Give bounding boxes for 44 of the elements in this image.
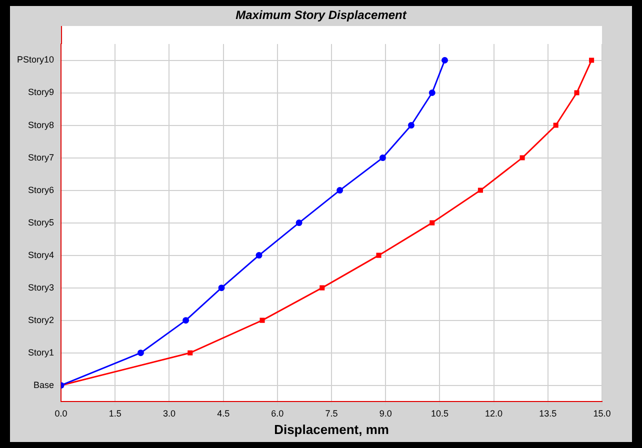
point	[320, 285, 325, 290]
point	[188, 350, 193, 356]
point	[218, 284, 225, 292]
y-tick-label: Story5	[28, 217, 54, 228]
point	[256, 252, 262, 259]
x-tick-label: 6.0	[271, 408, 284, 418]
x-tick-label: 13.5	[539, 408, 557, 418]
y-tick-label: Base	[34, 380, 54, 390]
x-tick-label: 3.0	[162, 408, 176, 418]
y-tick-label: Story1	[28, 347, 54, 358]
y-tick-label: Story8	[28, 120, 54, 130]
x-tick-label: 7.5	[325, 408, 338, 418]
x-tick-label: 15.0	[593, 408, 611, 418]
point	[589, 58, 594, 63]
point	[260, 318, 265, 323]
point	[296, 220, 302, 226]
point	[379, 154, 386, 162]
point	[553, 122, 558, 128]
point	[574, 90, 580, 96]
y-tick-label: Story7	[28, 152, 54, 162]
point	[428, 90, 436, 96]
y-tick-label: Story6	[28, 184, 54, 195]
point	[137, 350, 144, 356]
y-tick-label: Story2	[28, 314, 54, 325]
x-tick-label: 0.0	[54, 408, 68, 418]
point	[442, 57, 448, 64]
x-tick-label: 9.0	[379, 408, 392, 418]
x-tick-label: 10.5	[430, 408, 448, 418]
y-tick-label: PStory10	[16, 54, 54, 65]
y-tick-label: Story3	[28, 282, 54, 292]
point	[478, 188, 483, 193]
point	[182, 317, 190, 324]
y-tick-label: Story9	[28, 87, 54, 98]
point	[520, 155, 525, 160]
point	[408, 122, 414, 129]
y-tick-label: Story4	[28, 250, 54, 260]
point	[430, 220, 435, 226]
point	[336, 187, 344, 194]
x-axis-title: Displacement, mm	[274, 422, 389, 437]
point	[376, 252, 382, 258]
x-tick-label: 12.0	[485, 408, 503, 418]
x-tick-label: 1.5	[108, 408, 122, 418]
x-tick-label: 4.5	[217, 408, 230, 418]
chart-title: Maximum Story Displacement	[234, 8, 408, 22]
